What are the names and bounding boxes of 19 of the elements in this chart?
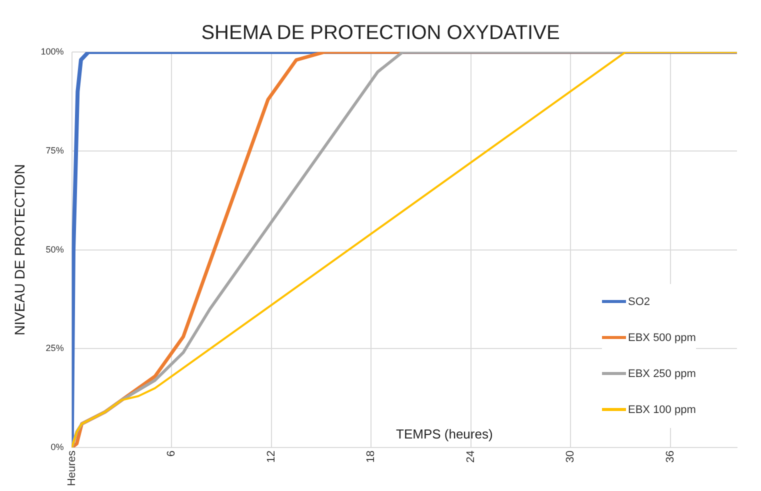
y-tick-label: 50% (46, 244, 64, 254)
y-tick-label: 25% (46, 343, 64, 354)
y-tick-label: 100% (40, 46, 64, 56)
legend-label: SO2 (628, 296, 650, 308)
x-tick-label: 18 (365, 450, 378, 463)
legend-label: EBX 500 ppm (628, 332, 696, 344)
x-axis-title: TEMPS (heures) (396, 426, 493, 442)
x-tick-label: 30 (564, 450, 577, 463)
y-tick-label: 0% (50, 442, 64, 452)
legend-label: EBX 100 ppm (628, 404, 696, 416)
x-tick-label: 24 (464, 450, 477, 463)
chart-title: SHEMA DE PROTECTION OXYDATIVE (200, 22, 561, 45)
x-tick-label: 36 (664, 450, 677, 463)
x-tick-label: 6 (166, 450, 178, 457)
x-tick-label: Heures (66, 450, 78, 486)
y-tick-label: 75% (46, 145, 64, 156)
legend-label: EBX 250 ppm (628, 368, 696, 380)
y-axis-title: NIVEAU DE PROTECTION (11, 164, 28, 336)
x-tick-label: 12 (265, 450, 278, 463)
